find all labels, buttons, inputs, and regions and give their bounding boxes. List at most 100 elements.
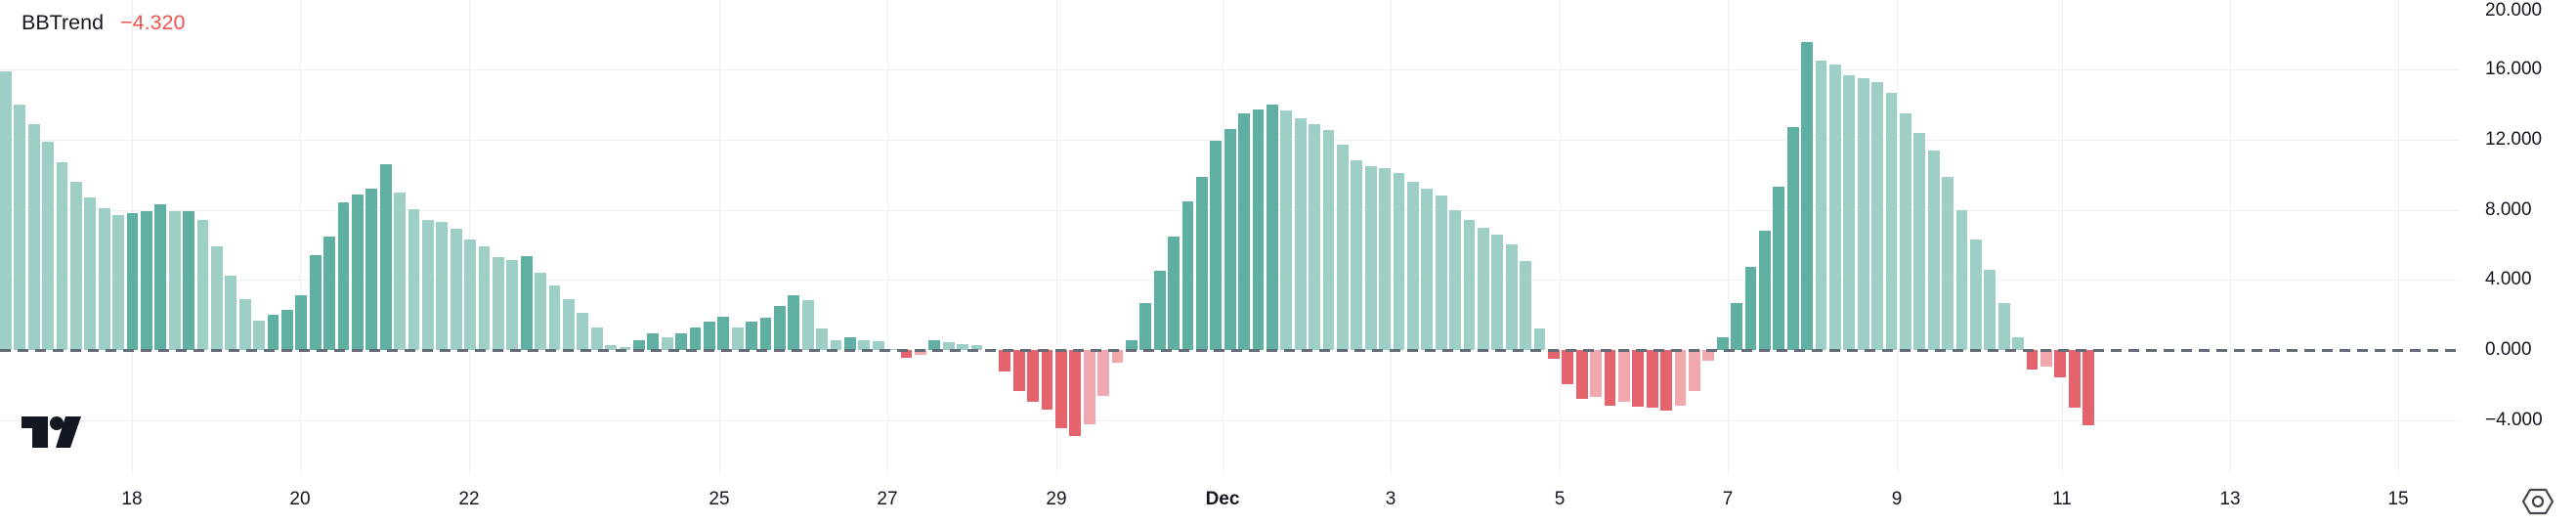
bbtrend-bar	[1449, 209, 1461, 350]
bbtrend-bar	[1520, 260, 1531, 350]
bbtrend-bar	[1744, 266, 1757, 350]
zero-line	[0, 348, 2460, 352]
gridline-vertical	[2062, 0, 2063, 474]
bbtrend-bar	[408, 208, 420, 350]
bbtrend-bar	[1843, 74, 1856, 350]
bbtrend-bar	[1421, 189, 1434, 350]
bbtrend-bar	[1210, 140, 1223, 350]
bbtrend-bar	[422, 220, 434, 350]
bbtrend-bar	[1674, 350, 1687, 407]
gridline-vertical	[1056, 0, 1057, 474]
x-axis-label: 25	[708, 489, 730, 509]
bbtrend-bar	[295, 294, 308, 350]
bbtrend-bar	[957, 344, 968, 350]
bbtrend-bar	[141, 211, 152, 350]
bbtrend-bar	[731, 328, 744, 350]
bbtrend-bar	[1970, 240, 1982, 350]
bbtrend-bar	[464, 240, 476, 350]
bbtrend-bar	[450, 229, 462, 350]
bbtrend-bar	[1379, 167, 1391, 350]
y-axis-label: 0.000	[2485, 339, 2532, 360]
bbtrend-bar	[830, 340, 842, 350]
bbtrend-bar	[563, 299, 575, 350]
bbtrend-bar	[633, 340, 645, 350]
bbtrend-bar	[1027, 350, 1039, 402]
bbtrend-bar	[2082, 350, 2094, 426]
bbtrend-bar	[1604, 350, 1616, 407]
gridline-vertical	[1391, 0, 1392, 474]
bbtrend-bar	[2068, 350, 2081, 409]
y-axis-label: 16.000	[2485, 59, 2543, 80]
y-axis-label: 12.000	[2485, 128, 2543, 150]
bbtrend-bar	[1267, 105, 1278, 350]
bbtrend-bar	[1435, 196, 1447, 350]
bbtrend-bar	[1900, 113, 1911, 350]
bbtrend-bar	[253, 320, 265, 350]
bbtrend-bar	[1224, 129, 1236, 350]
indicator-legend: BBTrend −4.320	[21, 10, 185, 35]
bbtrend-bar	[337, 202, 350, 350]
bbtrend-bar	[1181, 200, 1194, 350]
x-axis-label: 13	[2219, 489, 2241, 509]
bbtrend-bar	[1575, 350, 1588, 400]
bbtrend-bar	[1815, 61, 1827, 350]
bbtrend-bar	[704, 322, 715, 350]
bbtrend-bar	[323, 236, 335, 350]
bbtrend-bar	[1997, 302, 2010, 350]
bbtrend-bar	[1646, 350, 1658, 409]
bbtrend-bar	[661, 336, 673, 350]
bbtrend-bar	[535, 273, 546, 350]
axis-settings-gear-icon[interactable]	[2521, 488, 2555, 515]
bbtrend-bar	[1238, 113, 1250, 350]
bbtrend-bar	[689, 328, 702, 350]
bbtrend-bar	[647, 332, 660, 350]
gridline-vertical	[719, 0, 720, 474]
bbtrend-bar	[168, 211, 181, 350]
price-axis[interactable]: 20.000 16.000 12.000 8.000 4.000 0.000 −4.000	[2460, 0, 2576, 524]
bbtrend-bar	[506, 259, 519, 350]
bbtrend-bar	[548, 284, 561, 350]
bbtrend-bar	[915, 350, 926, 356]
bbtrend-bar	[1913, 132, 1926, 350]
bbtrend-bar	[1337, 145, 1349, 350]
bbtrend-bar	[267, 315, 279, 350]
x-axis-label: 20	[289, 489, 311, 509]
bbtrend-bar	[112, 215, 124, 350]
x-axis-label: 3	[1385, 489, 1396, 509]
tradingview-logo-icon[interactable]	[21, 416, 82, 453]
bbtrend-bar	[970, 344, 983, 350]
bbtrend-bar	[1139, 302, 1152, 350]
bbtrend-bar	[394, 192, 406, 350]
bbtrend-bar	[14, 105, 26, 350]
bbtrend-bar	[2026, 350, 2039, 370]
bbtrend-bar	[196, 220, 209, 350]
x-axis-label: 7	[1722, 489, 1734, 509]
x-axis-label: 9	[1891, 489, 1903, 509]
bbtrend-bar	[1731, 302, 1742, 350]
bbtrend-bar	[1012, 350, 1025, 392]
bbtrend-bar	[1984, 269, 1996, 350]
time-axis[interactable]: 18 20 22 25 27 29 Dec 3 5 7 9 11 13 15	[0, 474, 2460, 524]
bbtrend-bar	[183, 211, 194, 350]
bbtrend-bar	[1407, 181, 1419, 350]
bbtrend-bar	[1322, 130, 1335, 350]
bbtrend-bar	[309, 255, 322, 350]
bbtrend-bar	[352, 194, 364, 350]
gridline-vertical	[887, 0, 888, 474]
y-axis-label: 8.000	[2485, 198, 2532, 220]
bbtrend-bar	[379, 164, 392, 350]
bbtrend-bar	[493, 257, 504, 350]
bbtrend-bar	[858, 340, 871, 350]
gridline-vertical	[2230, 0, 2231, 474]
indicator-value: −4.320	[120, 11, 186, 34]
bbtrend-bar	[816, 328, 828, 350]
bbtrend-bar	[126, 213, 139, 350]
bbtrend-bar	[1660, 350, 1672, 411]
indicator-name: BBTrend	[21, 11, 105, 34]
bbtrend-bar	[1351, 160, 1363, 350]
indicator-pane[interactable]	[0, 0, 2460, 474]
bbtrend-bar	[1885, 92, 1898, 350]
bbtrend-bar	[1759, 231, 1771, 350]
bbtrend-bar	[774, 306, 786, 350]
